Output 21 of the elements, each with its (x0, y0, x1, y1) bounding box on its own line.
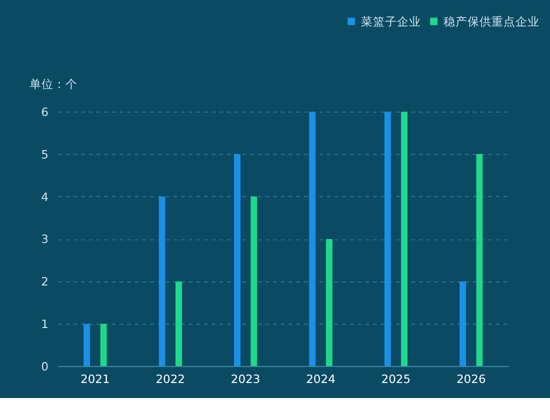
x-tick-label: 2022 (156, 372, 186, 386)
legend-label: 菜篮子企业 (360, 14, 421, 28)
bar (175, 281, 182, 366)
bar (83, 324, 90, 366)
x-tick-label: 2024 (306, 372, 336, 386)
bar (400, 112, 408, 366)
y-tick-label: 6 (41, 104, 48, 119)
y-tick-label: 4 (41, 190, 48, 204)
x-tick-label: 2023 (230, 372, 260, 386)
bar (234, 154, 241, 366)
y-tick-label: 0 (41, 359, 48, 374)
y-tick-label: 5 (41, 147, 48, 162)
y-axis-title: 单位：个 (29, 77, 78, 92)
y-tick-label: 3 (41, 232, 48, 246)
bar (459, 281, 466, 366)
x-tick-label: 2025 (381, 372, 411, 386)
x-tick-label: 2021 (80, 372, 110, 386)
legend-label: 稳产保供重点企业 (443, 14, 540, 28)
y-tick-label: 1 (41, 316, 48, 331)
x-tick-label: 2026 (456, 372, 486, 386)
y-tick-label: 2 (41, 274, 48, 289)
